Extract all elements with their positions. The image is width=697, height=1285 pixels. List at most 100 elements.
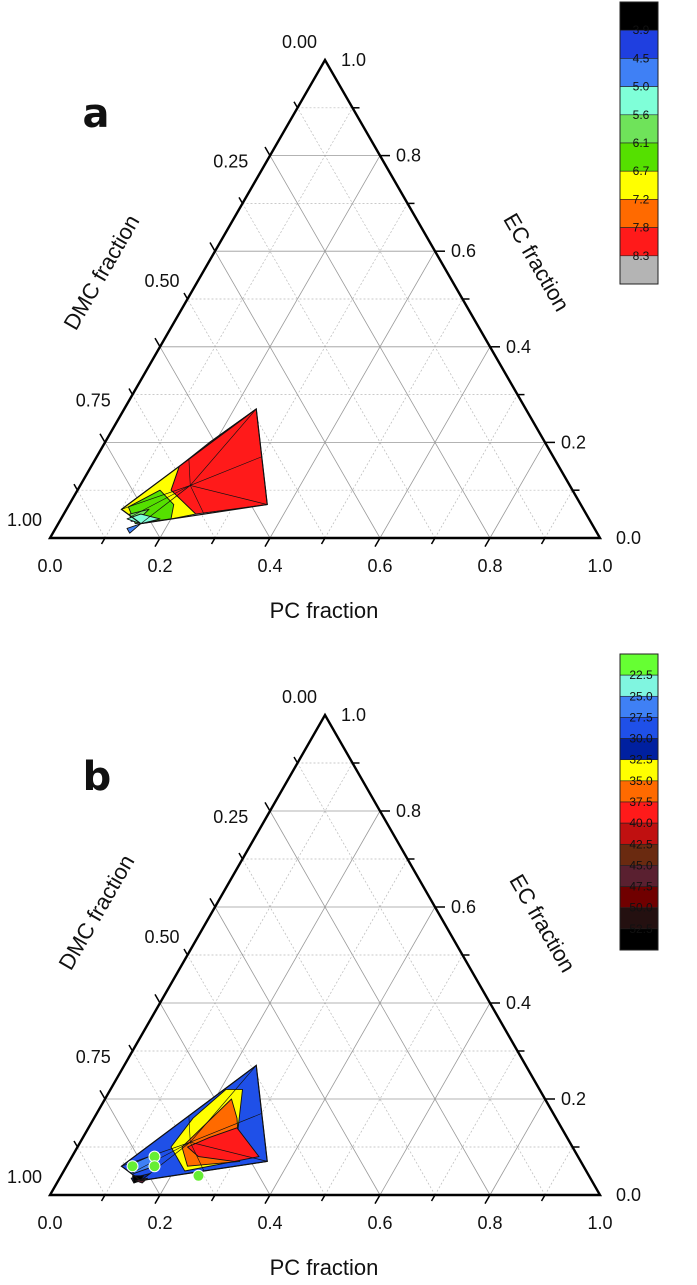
- ec-tick-label: 0.0: [616, 1185, 641, 1205]
- tick-dmc: [99, 1089, 106, 1100]
- grid-line-pc: [379, 1002, 491, 1196]
- tick-pc: [374, 537, 381, 548]
- legend-label: 52.5: [629, 922, 653, 936]
- mesh-line: [188, 1115, 191, 1143]
- grid-line-pc: [544, 1146, 573, 1196]
- tick-dmc: [238, 852, 244, 860]
- legend-label: 35.0: [629, 774, 653, 788]
- legend-label: 45.0: [629, 858, 653, 872]
- mesh-line: [188, 459, 191, 486]
- pc-tick-label: 0.0: [37, 1213, 62, 1233]
- mesh-line: [190, 485, 268, 505]
- mesh-line: [140, 1141, 191, 1181]
- mesh-line: [189, 485, 205, 515]
- legend-label: 3.9: [633, 23, 650, 37]
- dmc-tick-label: 0.50: [144, 271, 179, 291]
- grid-line-dmc: [77, 1146, 106, 1196]
- highlighted-point: [192, 1169, 205, 1182]
- contour-zone: [126, 523, 142, 534]
- tick-pc: [430, 537, 436, 545]
- tick-dmc: [73, 1140, 79, 1148]
- mesh-line: [189, 1142, 205, 1172]
- grid-line-pc: [324, 298, 463, 539]
- grid-line-pc: [544, 490, 573, 539]
- tick-marks: [73, 756, 580, 1205]
- grid-line-dmc: [214, 906, 381, 1196]
- tick-dmc: [183, 948, 189, 956]
- legend-label: 7.8: [633, 221, 650, 235]
- tick-marks: [73, 101, 580, 548]
- grid-line-dmc: [242, 203, 436, 539]
- tick-pc: [374, 1194, 381, 1205]
- dmc-tick-label: 1.00: [7, 1167, 42, 1187]
- triangulation-mesh: [121, 408, 268, 524]
- contour-zone: [126, 513, 161, 525]
- data-region-outline: [120, 407, 268, 525]
- grid-line-pc: [104, 107, 353, 539]
- tick-dmc: [293, 101, 299, 109]
- pc-tick-label: 0.0: [37, 556, 62, 576]
- contour-zone: [187, 1127, 260, 1162]
- pc-tick-label: 0.6: [367, 556, 392, 576]
- mesh-line: [190, 1113, 262, 1143]
- grid-line-dmc: [132, 394, 216, 539]
- grid-line-pc: [489, 442, 546, 539]
- pc-tick-label: 1.0: [587, 1213, 612, 1233]
- triangulation-mesh: [121, 1065, 268, 1181]
- tick-dmc: [99, 433, 106, 443]
- legend-label: 6.7: [633, 164, 650, 178]
- pc-axis-title: PC fraction: [270, 598, 379, 623]
- legend-frame: [619, 653, 659, 951]
- tick-dmc: [154, 993, 161, 1004]
- pc-tick-label: 1.0: [587, 556, 612, 576]
- mesh-line: [130, 485, 191, 517]
- legend-label: 7.2: [633, 192, 650, 206]
- mesh-line: [189, 408, 257, 486]
- tick-dmc: [264, 146, 271, 156]
- mesh-line: [121, 485, 191, 510]
- legend-label: 5.0: [633, 80, 650, 94]
- ec-axis-title: EC fraction: [498, 209, 574, 316]
- legend-label: 25.0: [629, 689, 653, 703]
- mesh-line: [190, 1141, 268, 1162]
- tick-pc: [320, 1194, 326, 1202]
- ec-tick-label: 0.8: [396, 146, 421, 166]
- ec-tick-label: 0.4: [506, 993, 531, 1013]
- dmc-axis-title: DMC fraction: [54, 850, 140, 974]
- legend-swatch: [619, 199, 659, 228]
- legend: 22.5 25.0 27.5 30.0 32.5 35.0 37.5 40.0 42.5 45.0…: [619, 653, 659, 951]
- ec-tick-label: 0.4: [506, 337, 531, 357]
- highlighted-point: [126, 1160, 139, 1173]
- dmc-tick-label: 0.75: [76, 391, 111, 411]
- legend-swatch: [619, 142, 659, 172]
- grid-line-dmc: [214, 251, 381, 539]
- tick-dmc: [154, 337, 161, 348]
- tick-pc: [540, 1194, 546, 1202]
- legend-label: 27.5: [629, 710, 653, 724]
- grid-lines: [77, 107, 573, 539]
- ec-tick-label: 1.0: [341, 50, 366, 70]
- legend-frame: [619, 1, 659, 285]
- tick-pc: [210, 537, 216, 545]
- mesh-line: [140, 485, 191, 524]
- dmc-axis-title: DMC fraction: [59, 210, 145, 334]
- mesh-line: [190, 456, 262, 486]
- grid-line-pc: [434, 394, 518, 539]
- pc-tick-label: 0.2: [147, 1213, 172, 1233]
- legend-label: 30.0: [629, 732, 653, 746]
- tick-dmc: [238, 196, 244, 204]
- legend-label: 4.5: [633, 51, 650, 65]
- mesh-line: [130, 1141, 191, 1174]
- tick-dmc: [128, 1044, 134, 1052]
- dmc-tick-label: 0.50: [144, 927, 179, 947]
- pc-tick-label: 0.4: [257, 556, 282, 576]
- panel-letter: a: [83, 91, 110, 137]
- legend: 3.9 4.5 5.0 5.6 6.1 6.7 7.2 7.8 8.3: [619, 1, 659, 285]
- tick-pc: [100, 1194, 106, 1202]
- tick-pc: [210, 1194, 216, 1202]
- panel-letter: b: [83, 754, 112, 800]
- tick-dmc: [264, 801, 271, 812]
- pc-tick-label: 0.2: [147, 556, 172, 576]
